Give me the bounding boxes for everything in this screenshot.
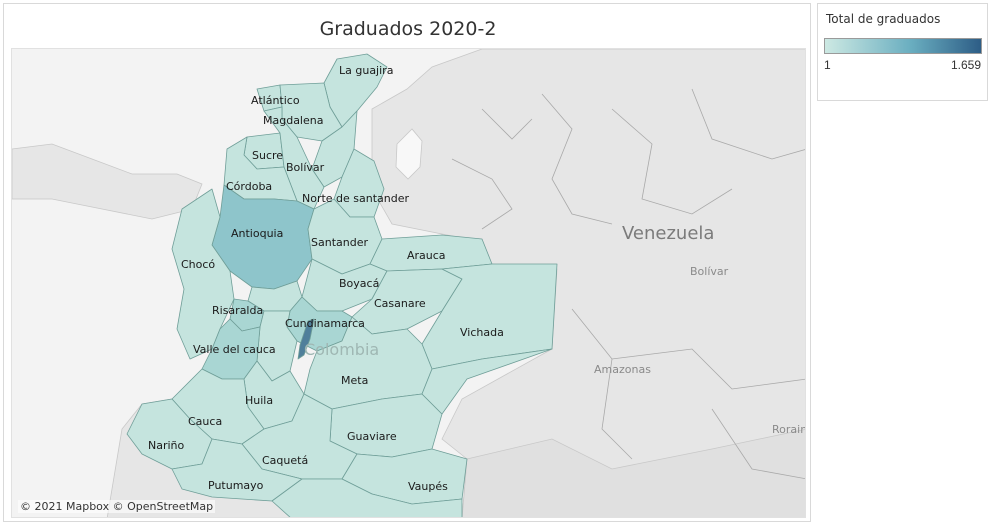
- label-santander: Santander: [311, 236, 368, 249]
- map-attribution[interactable]: © 2021 Mapbox © OpenStreetMap: [18, 500, 216, 513]
- colombia-departments[interactable]: [126, 53, 558, 518]
- legend-title: Total de graduados: [826, 12, 941, 26]
- map-svg[interactable]: Colombia Venezuela Bolívar Amazonas Rora…: [12, 49, 806, 518]
- label-antioquia: Antioquia: [231, 227, 283, 240]
- label-sucre: Sucre: [252, 149, 283, 162]
- dept-bogota[interactable]: [297, 318, 315, 360]
- label-la-guajira: La guajira: [339, 64, 393, 77]
- label-valle-cauca: Valle del cauca: [193, 343, 276, 356]
- map-title: Graduados 2020-2: [319, 18, 497, 40]
- label-narino: Nariño: [148, 439, 185, 452]
- dept-guainia[interactable]: [421, 348, 553, 415]
- label-choco: Chocó: [181, 258, 215, 271]
- label-norte-santander: Norte de santander: [302, 192, 410, 205]
- label-cundinamarca: Cundinamarca: [285, 317, 365, 330]
- label-cordoba: Córdoba: [226, 180, 272, 193]
- legend-max-label: 1.659: [950, 58, 981, 72]
- label-meta: Meta: [341, 374, 368, 387]
- country-label-venezuela: Venezuela: [622, 223, 714, 244]
- lake-maracaibo: [395, 128, 423, 180]
- legend-gradient-bar: [824, 38, 982, 54]
- department-labels: La guajira Atlántico Magdalena Sucre Bol…: [148, 64, 504, 493]
- label-caqueta: Caquetá: [262, 454, 308, 467]
- label-cauca: Cauca: [188, 415, 222, 428]
- label-bolivar: Bolívar: [286, 161, 325, 174]
- map-canvas[interactable]: Colombia Venezuela Bolívar Amazonas Rora…: [11, 48, 806, 518]
- dept-bolivar[interactable]: [263, 106, 325, 210]
- label-vichada: Vichada: [460, 326, 504, 339]
- map-viz-panel: Graduados 2020-2: [3, 3, 811, 522]
- dept-amazonas-co[interactable]: [271, 478, 463, 518]
- label-atlantico: Atlántico: [251, 94, 300, 107]
- label-risaralda: Risaralda: [212, 304, 263, 317]
- region-label-bolivar-ve: Bolívar: [690, 265, 729, 278]
- label-magdalena: Magdalena: [263, 114, 323, 127]
- label-huila: Huila: [245, 394, 273, 407]
- label-guaviare: Guaviare: [347, 430, 397, 443]
- land-central-america: [12, 143, 203, 220]
- label-vaupes: Vaupés: [408, 480, 448, 493]
- dept-putumayo[interactable]: [171, 438, 303, 502]
- region-label-amazonas-ve: Amazonas: [594, 363, 651, 376]
- label-casanare: Casanare: [374, 297, 426, 310]
- country-label-colombia: Colombia: [304, 340, 379, 359]
- region-label-roraima: Roraim: [772, 423, 806, 436]
- color-legend: Total de graduados 1 1.659: [817, 3, 988, 101]
- land-venezuela: [371, 49, 805, 517]
- label-putumayo: Putumayo: [208, 479, 264, 492]
- legend-min-label: 1: [824, 58, 831, 72]
- border-lines: [451, 88, 805, 480]
- label-boyaca: Boyacá: [339, 277, 379, 290]
- label-arauca: Arauca: [407, 249, 446, 262]
- land-brazil: [461, 429, 805, 517]
